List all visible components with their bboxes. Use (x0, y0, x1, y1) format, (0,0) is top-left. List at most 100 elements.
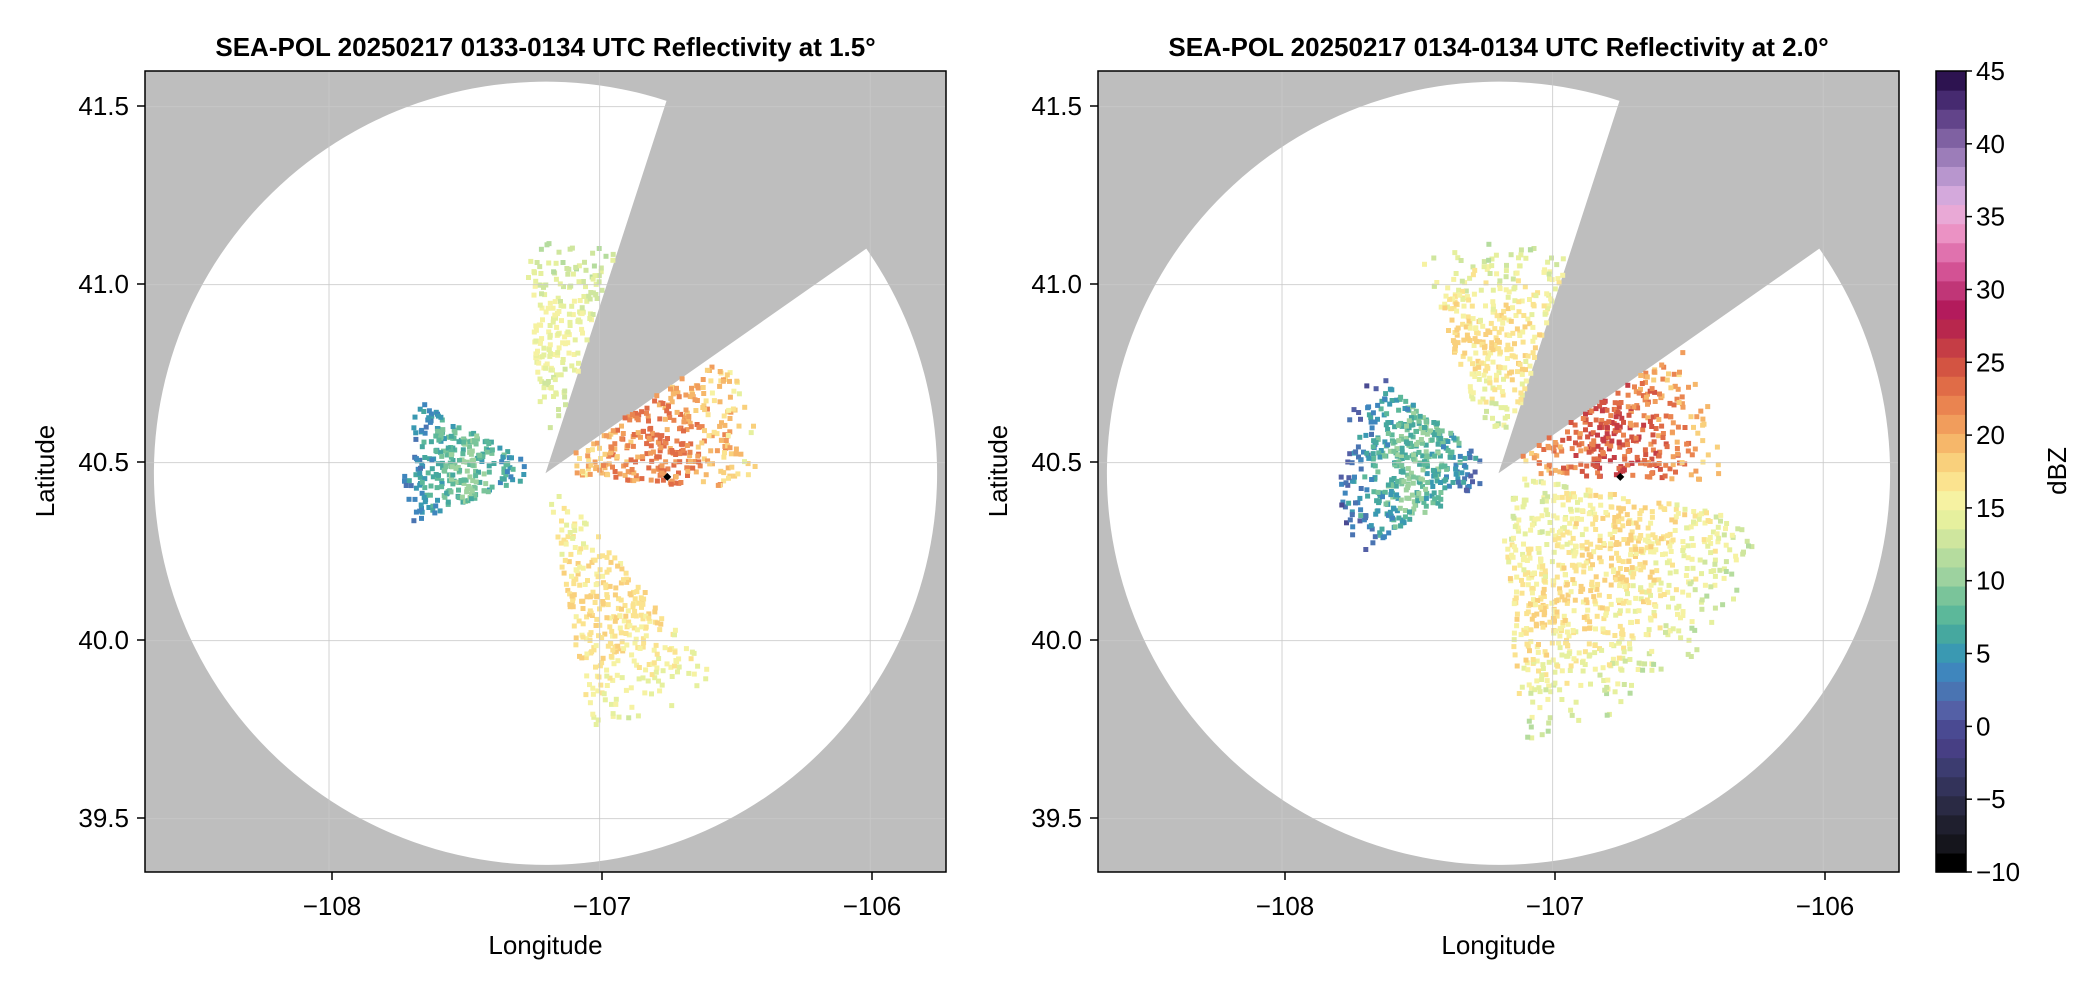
echo-gate (412, 414, 418, 420)
echo-gate (1355, 444, 1361, 450)
echo-gate (727, 445, 733, 451)
echo-gate (1573, 568, 1579, 574)
echo-gate (639, 409, 645, 415)
echo-gate (1497, 365, 1503, 370)
echo-gate (621, 618, 627, 624)
x-tick-label: −106 (1796, 891, 1855, 921)
echo-gate (1559, 668, 1565, 674)
echo-gate (1515, 369, 1520, 375)
echo-gate (1613, 660, 1619, 666)
echo-gate (580, 565, 586, 571)
echo-gate (646, 418, 651, 424)
echo-gate (692, 459, 698, 464)
echo-gate (1552, 680, 1558, 686)
echo-gate (622, 603, 628, 608)
echo-gate (1399, 453, 1405, 458)
echo-gate (593, 722, 599, 727)
echo-gate (733, 446, 739, 452)
echo-gate (640, 636, 646, 642)
echo-gate (1456, 440, 1462, 446)
echo-gate (1627, 420, 1633, 426)
echo-gate (1527, 555, 1533, 561)
echo-gate (654, 665, 660, 671)
echo-gate (635, 713, 641, 719)
echo-gate (426, 505, 432, 510)
echo-gate (1625, 442, 1630, 447)
echo-gate (1558, 528, 1564, 534)
echo-gate (1529, 586, 1535, 592)
echo-gate (1593, 417, 1599, 423)
echo-gate (1591, 594, 1597, 600)
echo-gate (590, 711, 596, 717)
echo-gate (1583, 492, 1589, 498)
echo-gate (1564, 529, 1570, 535)
echo-gate (645, 413, 651, 419)
echo-gate (460, 451, 466, 457)
echo-gate (1449, 317, 1455, 323)
echo-gate (1667, 570, 1673, 576)
echo-gate (1644, 545, 1650, 551)
echo-gate (671, 462, 677, 468)
echo-gate (709, 364, 715, 370)
echo-gate (1649, 514, 1655, 520)
echo-gate (598, 269, 604, 275)
echo-gate (1416, 449, 1422, 455)
echo-gate (1423, 449, 1429, 455)
echo-gate (1605, 434, 1611, 440)
echo-gate (602, 697, 608, 703)
echo-gate (702, 428, 707, 434)
echo-gate (547, 342, 553, 348)
echo-gate (1523, 255, 1529, 261)
echo-gate (1536, 668, 1541, 674)
echo-gate (579, 326, 585, 332)
echo-gate (1635, 405, 1641, 411)
echo-gate (1652, 389, 1658, 395)
x-ticks: −108 −107 −106 (303, 872, 901, 921)
echo-gate (1579, 552, 1585, 558)
echo-gate (1616, 440, 1622, 446)
echo-gate (615, 658, 621, 664)
echo-gate (1525, 582, 1531, 588)
echo-gate (709, 390, 715, 396)
echo-gate (660, 477, 666, 483)
echo-gate (1410, 480, 1416, 486)
echo-gate (614, 615, 619, 621)
echo-gate (1559, 448, 1565, 454)
echo-gate (650, 449, 656, 455)
echo-gate (575, 571, 581, 577)
echo-gate (1686, 592, 1692, 598)
echo-gate (1548, 296, 1554, 302)
echo-gate (1587, 625, 1592, 631)
echo-gate (1428, 479, 1434, 485)
echo-gate (1617, 583, 1623, 589)
echo-gate (1582, 626, 1588, 632)
echo-gate (1597, 453, 1603, 459)
echo-gate (1528, 527, 1534, 533)
echo-gate (571, 298, 577, 304)
colorbar-tick-label: −10 (1976, 857, 2020, 887)
echo-gate (1357, 495, 1363, 501)
echo-gate (1463, 487, 1469, 493)
echo-gate (1451, 276, 1457, 282)
echo-gate (630, 613, 636, 619)
echo-gate (1511, 637, 1517, 643)
echo-gate (554, 372, 559, 378)
echo-gate (1398, 394, 1404, 400)
echo-gate (585, 453, 591, 459)
echo-gate (1652, 535, 1658, 541)
echo-gate (537, 376, 543, 382)
echo-gate (1620, 496, 1626, 502)
echo-gate (1572, 494, 1578, 500)
echo-gate (604, 615, 610, 621)
echo-gate (1601, 616, 1607, 622)
echo-gate (1369, 477, 1375, 482)
echo-gate (1539, 513, 1545, 519)
echo-gate (463, 477, 469, 483)
echo-gate (1497, 286, 1503, 292)
echo-gate (1370, 410, 1376, 416)
echo-gate (1586, 552, 1592, 558)
echo-gate (1378, 406, 1384, 412)
echo-gate (1681, 553, 1687, 559)
echo-gate (1616, 655, 1622, 661)
echo-gate (1466, 484, 1472, 489)
